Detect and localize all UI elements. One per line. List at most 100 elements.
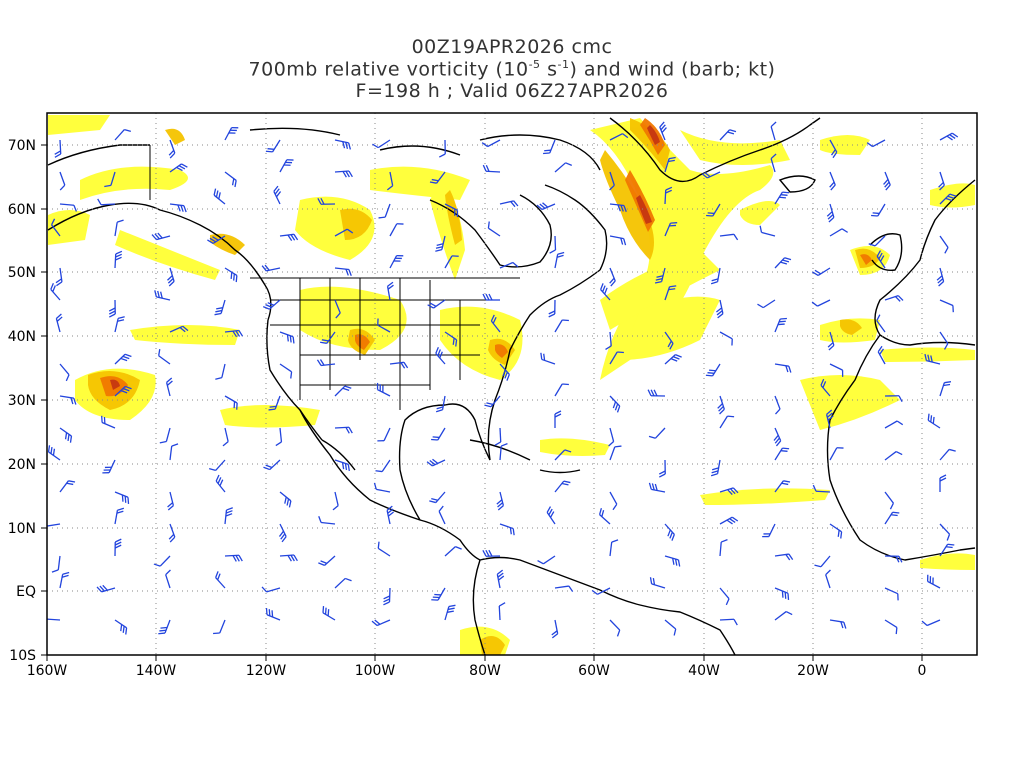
wind-barb [719, 618, 738, 626]
wind-barb [444, 255, 459, 269]
wind-barb [215, 474, 226, 493]
wind-barb [664, 285, 677, 301]
wind-barb [224, 329, 244, 338]
wind-barb [318, 555, 336, 566]
wind-barb [927, 413, 941, 429]
wind-barb [59, 363, 70, 382]
wind-barb [939, 193, 957, 205]
wind-barb [47, 445, 61, 461]
wind-barb [372, 139, 391, 149]
wind-barb [262, 299, 281, 310]
wind-barb [435, 395, 446, 413]
lon-label-60w: 60W [578, 663, 610, 679]
wind-barb [114, 128, 132, 141]
wind-barb [609, 267, 616, 287]
wind-barb [829, 523, 843, 539]
wind-barb [554, 251, 565, 269]
wind-barb [114, 316, 125, 333]
wind-barb [499, 261, 519, 269]
wind-barb [317, 197, 336, 205]
wind-barb [334, 299, 341, 319]
wind-barb [169, 163, 188, 173]
wind-barb [659, 121, 667, 141]
wind-barb [151, 232, 171, 241]
wind-barb [214, 299, 226, 316]
wind-barb [757, 299, 776, 309]
wind-barb [648, 482, 666, 493]
wind-barb [609, 171, 615, 191]
wind-barb [371, 619, 391, 627]
wind-barb [494, 427, 502, 446]
wind-barb [829, 363, 844, 377]
wind-barb [884, 587, 899, 601]
wind-barb [208, 459, 226, 472]
wind-barb [716, 299, 724, 319]
wind-barb [389, 223, 404, 237]
wind-barb [261, 586, 281, 593]
wind-barb [261, 264, 281, 272]
title-exp1: -5 [528, 58, 541, 71]
latitude-labels: 70N 60N 50N 40N 30N 20N 10N EQ 10S [8, 138, 36, 664]
wind-barb [273, 185, 282, 205]
longitude-labels: 160W 140W 120W 100W 80W 60W 40W 20W 0 [27, 663, 927, 679]
wind-barb [719, 129, 737, 141]
wind-barb [334, 139, 352, 150]
wind-barb [605, 331, 612, 351]
wind-barb [55, 313, 63, 333]
wind-barb [268, 395, 281, 411]
wind-barb [774, 610, 793, 621]
wind-barb [774, 257, 792, 269]
wind-barb [316, 359, 336, 367]
wind-barb [759, 225, 776, 237]
wind-barb [499, 200, 519, 208]
wind-barb [427, 299, 446, 309]
wind-barb [664, 186, 673, 205]
wind-barb [866, 139, 886, 148]
title-run: 00Z19APR2026 cmc [411, 36, 613, 58]
wind-barb [939, 235, 949, 254]
wind-barb [47, 523, 61, 527]
wind-barb [158, 619, 171, 635]
wind-barb [279, 233, 299, 241]
wind-barb [499, 442, 508, 461]
lat-label-20n: 20N [8, 457, 36, 473]
wind-barb [168, 523, 176, 543]
wind-barb [554, 480, 571, 493]
wind-barb [877, 345, 886, 365]
wind-barb [224, 395, 238, 410]
wind-barb [386, 505, 394, 525]
wind-barb [719, 415, 735, 429]
wind-barb [169, 203, 187, 213]
wind-barb [719, 538, 728, 557]
wind-barb [213, 188, 226, 205]
wind-barb [101, 415, 116, 429]
wind-barb [719, 587, 730, 606]
wind-barb [774, 363, 792, 373]
wind-barb [114, 353, 132, 365]
wind-barb [59, 203, 78, 212]
wind-barb [263, 459, 281, 471]
wind-barb [600, 283, 611, 301]
wind-barb [334, 170, 353, 178]
wind-barb [811, 299, 831, 307]
axis-ticks [41, 144, 923, 661]
lon-label-20w: 20W [797, 663, 829, 679]
wind-barb [609, 491, 618, 511]
wind-barb [774, 317, 787, 333]
wind-barb [554, 319, 569, 333]
wind-barb [167, 267, 175, 287]
wind-barb [114, 385, 132, 397]
wind-barb [165, 569, 171, 589]
wind-barb [868, 235, 886, 247]
wind-barb [770, 121, 777, 141]
wind-barb [774, 191, 790, 205]
wind-barb [871, 203, 886, 217]
wind-barb [536, 202, 556, 211]
wind-barb [334, 267, 352, 276]
wind-barb [774, 447, 790, 461]
wind-barb [318, 516, 336, 525]
wind-barb [826, 203, 835, 223]
wind-barb [551, 619, 559, 639]
wind-barb [159, 427, 171, 444]
wind-barb [719, 487, 739, 495]
